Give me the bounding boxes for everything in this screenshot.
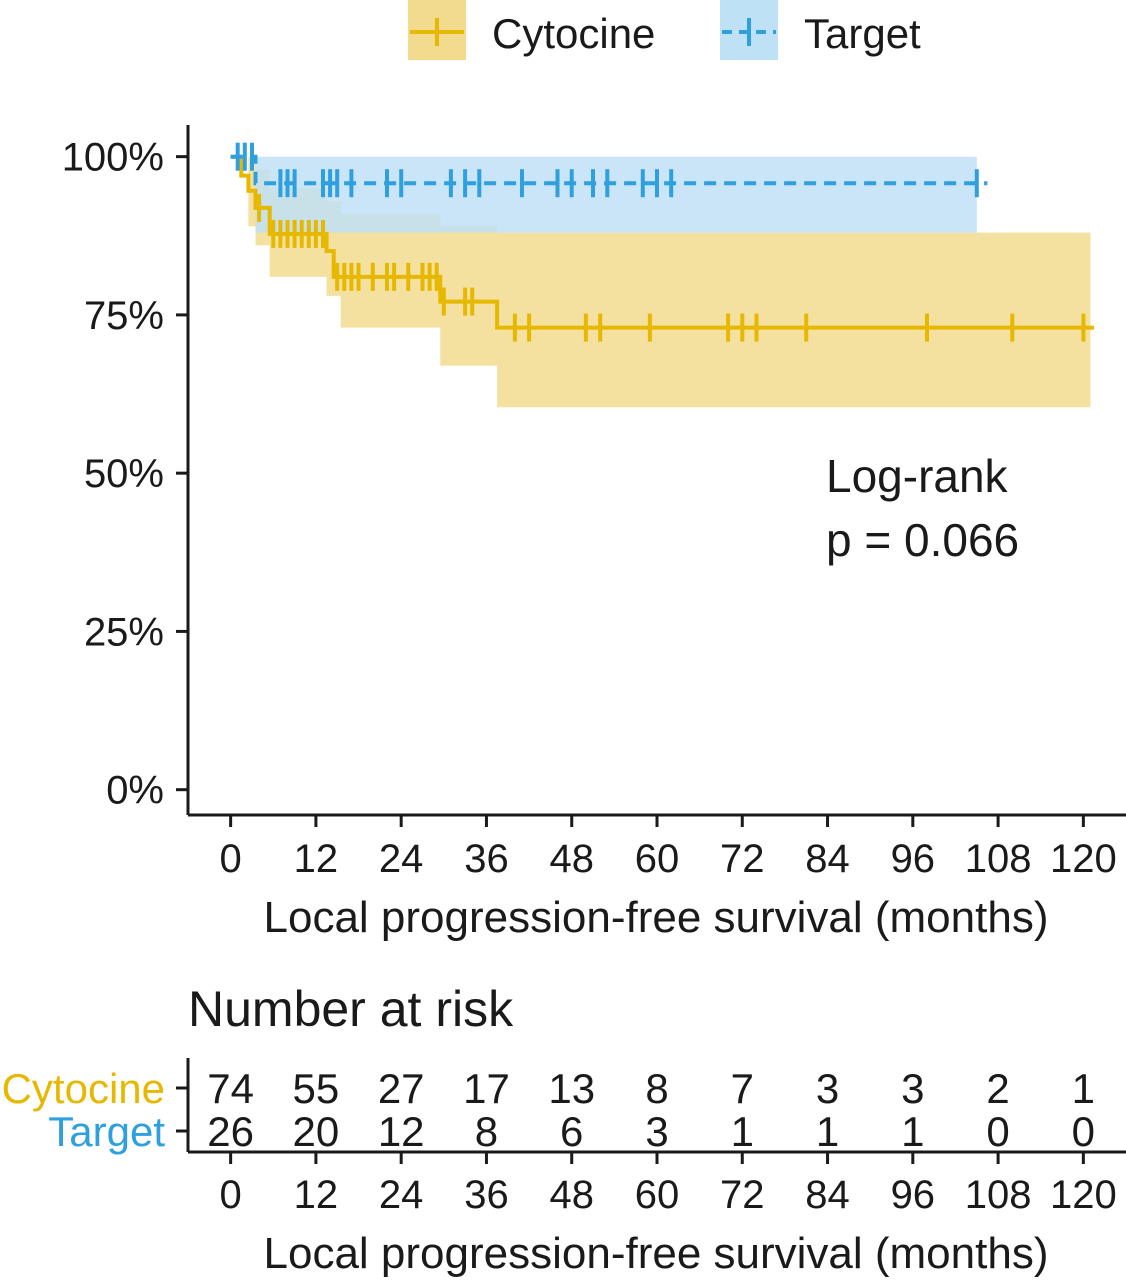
risk-cell-target-60: 3 [645, 1108, 668, 1155]
legend-label-target: Target [804, 10, 921, 57]
x-ticks: 0 12 24 36 48 60 72 84 96 108 120 [220, 815, 1117, 881]
risk-cell-cytocine-0: 74 [207, 1065, 254, 1112]
x-tick-label-3: 36 [464, 837, 509, 881]
y-tick-label-3: 75% [84, 294, 164, 338]
x-tick-label-1: 12 [294, 837, 339, 881]
y-tick-label-4: 100% [62, 136, 164, 180]
risk-row-label-cytocine: Cytocine [2, 1065, 165, 1112]
ci-band-cytocine [230, 156, 1091, 408]
ci-band-target [230, 156, 977, 233]
annotation-line-2: p = 0.066 [826, 514, 1019, 566]
logrank-annotation: Log-rank p = 0.066 [826, 450, 1019, 566]
risk-x-tick-label-2: 24 [379, 1173, 424, 1217]
risk-cell-cytocine-96: 3 [901, 1065, 924, 1112]
risk-cell-cytocine-12: 55 [293, 1065, 340, 1112]
risk-x-tick-label-8: 96 [891, 1173, 936, 1217]
x-tick-label-10: 120 [1050, 837, 1117, 881]
risk-x-ticks: 0 12 24 36 48 60 72 84 96 108 120 [220, 1152, 1117, 1217]
risk-cell-cytocine-120: 1 [1072, 1065, 1095, 1112]
risk-cell-cytocine-48: 13 [548, 1065, 595, 1112]
risk-table-title: Number at risk [188, 981, 514, 1037]
x-tick-label-8: 96 [891, 837, 936, 881]
risk-cell-target-12: 20 [293, 1108, 340, 1155]
risk-cell-target-96: 1 [901, 1108, 924, 1155]
y-tick-label-2: 50% [84, 452, 164, 496]
confidence-bands [230, 156, 1091, 408]
risk-cell-cytocine-24: 27 [378, 1065, 425, 1112]
risk-cell-target-36: 8 [475, 1108, 498, 1155]
x-tick-label-4: 48 [549, 837, 594, 881]
risk-x-tick-label-0: 0 [220, 1173, 242, 1217]
annotation-line-1: Log-rank [826, 450, 1009, 502]
risk-x-tick-label-1: 12 [294, 1173, 339, 1217]
risk-row-label-target: Target [48, 1108, 165, 1155]
curve-cytocine [230, 154, 1094, 330]
survival-curves [230, 154, 1094, 330]
risk-cell-target-84: 1 [816, 1108, 839, 1155]
risk-x-tick-label-5: 60 [635, 1173, 680, 1217]
risk-x-tick-label-6: 72 [720, 1173, 765, 1217]
censor-marks [235, 142, 1086, 342]
x-tick-label-6: 72 [720, 837, 765, 881]
legend: Cytocine Target [408, 0, 921, 60]
x-tick-label-7: 84 [805, 837, 850, 881]
y-ticks: 0% 25% 50% 75% 100% [62, 136, 188, 813]
x-axis-title: Local progression-free survival (months) [264, 893, 1049, 942]
risk-x-tick-label-7: 84 [805, 1173, 850, 1217]
x-tick-label-9: 108 [965, 837, 1032, 881]
risk-x-tick-label-9: 108 [965, 1173, 1032, 1217]
risk-cell-target-72: 1 [731, 1108, 754, 1155]
risk-x-axis-title: Local progression-free survival (months) [264, 1229, 1049, 1278]
risk-cell-target-108: 0 [986, 1108, 1009, 1155]
y-tick-label-1: 25% [84, 610, 164, 654]
x-tick-label-2: 24 [379, 837, 424, 881]
risk-x-tick-label-10: 120 [1050, 1173, 1117, 1217]
risk-cell-cytocine-36: 17 [463, 1065, 510, 1112]
legend-label-cytocine: Cytocine [492, 10, 655, 57]
risk-cell-cytocine-84: 3 [816, 1065, 839, 1112]
x-tick-label-0: 0 [220, 837, 242, 881]
risk-cell-cytocine-108: 2 [986, 1065, 1009, 1112]
risk-cell-cytocine-60: 8 [645, 1065, 668, 1112]
risk-x-tick-label-4: 48 [549, 1173, 594, 1217]
risk-cell-target-24: 12 [378, 1108, 425, 1155]
x-tick-label-5: 60 [635, 837, 680, 881]
y-tick-label-0: 0% [106, 769, 164, 813]
risk-cell-target-48: 6 [560, 1108, 583, 1155]
risk-cell-target-120: 0 [1072, 1108, 1095, 1155]
risk-cell-cytocine-72: 7 [731, 1065, 754, 1112]
risk-x-tick-label-3: 36 [464, 1173, 509, 1217]
risk-cell-target-0: 26 [207, 1108, 254, 1155]
